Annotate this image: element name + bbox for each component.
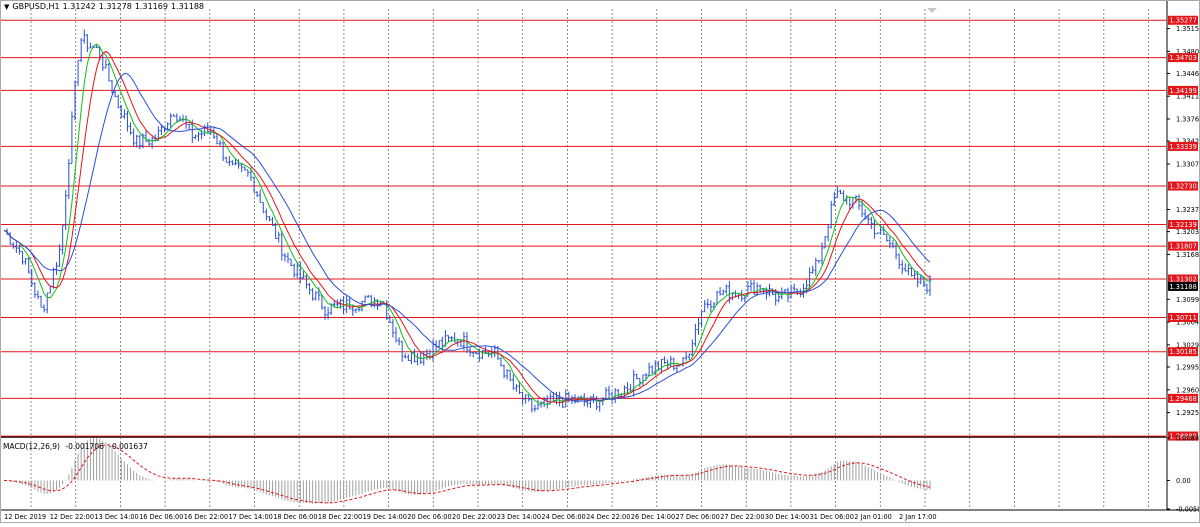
ohlc-high: 1.31278	[98, 2, 132, 11]
time-label: 16 Dec 06:00	[139, 513, 183, 521]
price-tick-label: 1.29600	[1176, 386, 1200, 394]
macd-tick-label: 0.00	[1176, 477, 1191, 485]
time-label: 2 Jan 01:00	[854, 513, 892, 521]
ohlc-close: 1.31188	[170, 2, 205, 11]
time-label: 20 Dec 06:00	[407, 513, 451, 521]
level-label-box	[1168, 241, 1198, 251]
level-label: 1.28889	[1170, 432, 1197, 440]
level-label: 1.30185	[1170, 348, 1197, 356]
moving-average-slow	[3, 72, 931, 402]
ohlc-low: 1.31169	[134, 2, 168, 11]
macd-title: MACD(12,26,9) -0.001706 -0.001637	[3, 442, 151, 451]
price-tick-label: 1.33760	[1176, 116, 1200, 124]
time-label: 24 Dec 22:00	[586, 513, 630, 521]
time-label: 23 Dec 14:00	[497, 513, 541, 521]
chart-shift-marker-icon[interactable]	[925, 0, 939, 13]
time-label: 16 Dec 22:00	[184, 513, 228, 521]
level-label-box	[1168, 15, 1198, 25]
current-price-label: 1.31188	[1170, 283, 1197, 291]
symbol-label: GBPUSD,H1	[12, 2, 60, 11]
level-label: 1.34703	[1170, 54, 1197, 62]
level-label: 1.34199	[1170, 87, 1197, 95]
level-label-box	[1168, 431, 1198, 441]
level-label-box	[1168, 312, 1198, 322]
level-label: 1.29468	[1170, 395, 1197, 403]
level-label-box	[1168, 141, 1198, 151]
level-label: 1.32730	[1170, 182, 1197, 190]
moving-average-mid	[3, 50, 931, 404]
price-tick-label: 1.32030	[1176, 228, 1200, 236]
collapse-triangle-icon[interactable]: ▼	[4, 2, 10, 11]
price-tick-label: 1.29950	[1176, 364, 1200, 372]
level-label: 1.31807	[1170, 243, 1197, 251]
time-label: 18 Dec 06:00	[273, 513, 317, 521]
time-label: 30 Dec 14:00	[765, 513, 809, 521]
level-label: 1.31302	[1170, 275, 1197, 283]
price-tick-label: 1.33420	[1176, 138, 1200, 146]
time-label: 12 Dec 22:00	[50, 513, 94, 521]
price-tick-label: 1.34800	[1176, 48, 1200, 56]
level-label: 1.33339	[1170, 143, 1197, 151]
time-label: 31 Dec 06:00	[810, 513, 854, 521]
level-label-box	[1168, 53, 1198, 63]
level-label-box	[1168, 220, 1198, 230]
level-label: 1.35277	[1170, 17, 1197, 25]
level-label-box	[1168, 181, 1198, 191]
macd-tick-label: -0.005969	[1176, 506, 1200, 514]
price-tick-label: 1.30290	[1176, 341, 1200, 349]
time-label: 19 Dec 14:00	[363, 513, 407, 521]
macd-tick-label: 0.00888	[1176, 435, 1200, 443]
time-label: 12 Dec 2019	[4, 513, 46, 521]
candle-group	[5, 29, 932, 413]
macd-label: MACD(12,26,9)	[3, 442, 60, 451]
price-tick-label: 1.34460	[1176, 70, 1200, 78]
time-label: 27 Dec 22:00	[720, 513, 764, 521]
macd-signal-line	[4, 444, 931, 504]
current-price-box	[1168, 281, 1198, 291]
price-tick-label: 1.30640	[1176, 319, 1200, 327]
level-label-box	[1168, 393, 1198, 403]
time-label: 24 Dec 06:00	[541, 513, 585, 521]
level-label-box	[1168, 85, 1198, 95]
level-label: 1.30711	[1170, 314, 1197, 322]
macd-main-value: -0.001706	[65, 442, 104, 451]
time-label: 18 Dec 22:00	[318, 513, 362, 521]
time-label: 26 Dec 14:00	[631, 513, 675, 521]
price-tick-label: 1.34110	[1176, 93, 1200, 101]
chart-title: ▼ GBPUSD,H1 1.31242 1.31278 1.31169 1.31…	[4, 2, 204, 11]
price-tick-label: 1.30990	[1176, 296, 1200, 304]
level-label: 1.32139	[1170, 221, 1197, 229]
level-label-box	[1168, 347, 1198, 357]
price-tick-label: 1.31680	[1176, 251, 1200, 259]
time-label: 27 Dec 06:00	[676, 513, 720, 521]
macd-histogram	[6, 438, 931, 504]
ohlc-open: 1.31242	[62, 2, 96, 11]
time-label: 17 Dec 14:00	[229, 513, 273, 521]
price-tick-label: 1.33070	[1176, 160, 1200, 168]
price-tick-label: 1.32370	[1176, 206, 1200, 214]
macd-signal-value: -0.001637	[109, 442, 148, 451]
time-label: 13 Dec 14:00	[94, 513, 138, 521]
level-label-box	[1168, 274, 1198, 284]
time-label: 2 Jan 17:00	[899, 513, 937, 521]
price-tick-label: 1.29250	[1176, 409, 1200, 417]
time-label: 20 Dec 22:00	[452, 513, 496, 521]
price-tick-label: 1.35150	[1176, 25, 1200, 33]
